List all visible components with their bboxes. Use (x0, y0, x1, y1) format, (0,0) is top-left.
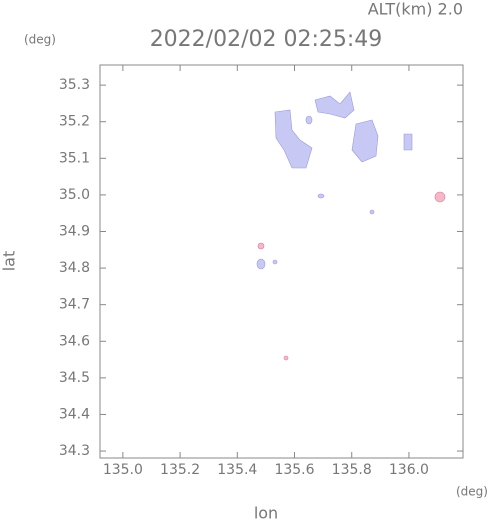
echo (434, 191, 446, 203)
x-tick-label: 135.4 (217, 462, 257, 478)
x-tick-label: 135.6 (274, 462, 314, 478)
echo-areas (256, 91, 446, 361)
x-unit: (deg) (456, 485, 488, 499)
x-tick-label: 135.2 (160, 462, 200, 478)
echo (283, 355, 289, 361)
y-tick-label: 35.2 (59, 114, 90, 130)
y-axis-label: lat (0, 251, 19, 272)
y-tick-label: 34.8 (59, 260, 90, 276)
echo (256, 258, 266, 270)
y-tick-label: 35.0 (59, 187, 90, 203)
subtitle: ALT(km) 2.0 (368, 0, 463, 19)
y-tick-label: 35.3 (59, 77, 90, 93)
y-tick-label: 34.4 (59, 406, 90, 422)
echo (257, 242, 265, 250)
echo (403, 133, 413, 151)
y-unit: (deg) (24, 33, 56, 47)
echo (314, 91, 355, 119)
y-tick-label: 34.9 (59, 223, 90, 239)
y-tick-label: 35.1 (59, 150, 90, 166)
echo (305, 115, 313, 125)
x-axis-label: lon (254, 504, 278, 521)
y-tick-label: 34.3 (59, 443, 90, 459)
chart-title: 2022/02/02 02:25:49 (150, 27, 383, 52)
echo (317, 193, 325, 199)
echo (274, 109, 313, 169)
x-tick-label: 136.0 (389, 462, 429, 478)
y-tick-label: 34.5 (59, 370, 90, 386)
plot-frame (99, 64, 464, 459)
x-tick-label: 135.8 (332, 462, 372, 478)
echo (369, 209, 375, 215)
echo (351, 119, 379, 163)
y-tick-label: 34.7 (59, 297, 90, 313)
y-tick-label: 34.6 (59, 333, 90, 349)
echo (272, 259, 278, 265)
x-tick-label: 135.0 (103, 462, 143, 478)
